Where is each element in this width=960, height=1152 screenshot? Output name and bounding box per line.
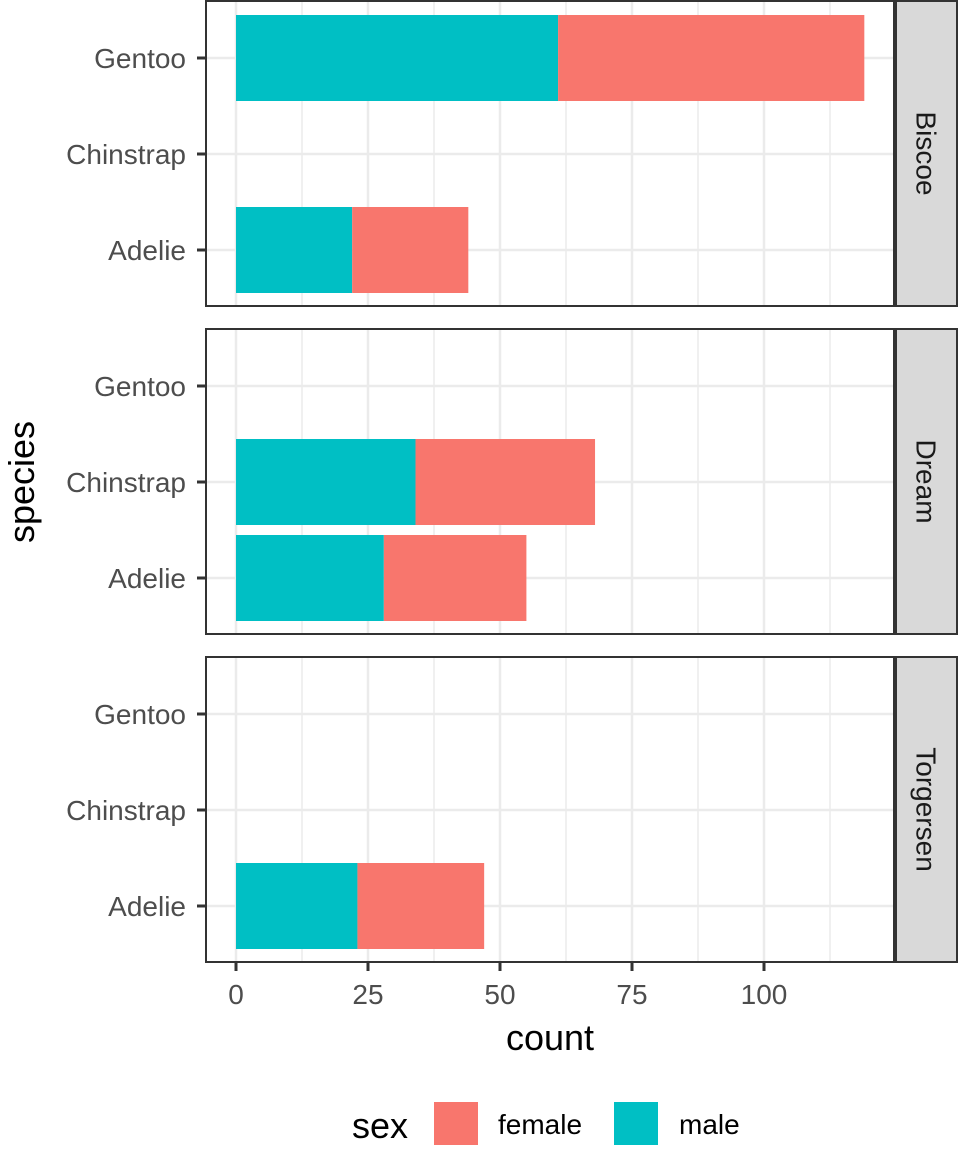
panel-border	[205, 328, 895, 635]
bar-male-biscoe-gentoo	[236, 15, 559, 101]
bar-male-dream-chinstrap	[236, 439, 416, 525]
bar-male-torgersen-adelie	[236, 863, 358, 949]
y-tick-label: Adelie	[108, 235, 186, 266]
strip-label-biscoe: Biscoe	[911, 111, 942, 195]
bar-male-biscoe-adelie	[236, 207, 353, 293]
x-axis-title: count	[506, 1017, 594, 1058]
x-tick-label: 0	[228, 979, 244, 1010]
facet-panel-dream: Gentoo Chinstrap Adelie Dream	[66, 328, 958, 635]
x-tick-label: 50	[484, 979, 515, 1010]
bar-female-torgersen-adelie	[357, 863, 485, 949]
bar-female-biscoe-adelie	[352, 207, 469, 293]
y-tick-label: Chinstrap	[66, 467, 186, 498]
y-tick-label: Chinstrap	[66, 795, 186, 826]
y-tick-label: Gentoo	[94, 699, 186, 730]
y-tick-label: Gentoo	[94, 371, 186, 402]
strip-background	[895, 0, 958, 307]
panel-border	[205, 656, 895, 963]
strip-background	[895, 328, 958, 635]
legend: sex female male	[352, 1102, 740, 1146]
y-tick-label: Adelie	[108, 891, 186, 922]
legend-title: sex	[352, 1105, 408, 1146]
y-tick-label: Chinstrap	[66, 139, 186, 170]
legend-label-female: female	[498, 1109, 582, 1140]
bar-female-dream-adelie	[383, 535, 527, 621]
strip-label-torgersen: Torgersen	[911, 747, 942, 872]
bar-female-biscoe-gentoo	[558, 15, 865, 101]
legend-label-male: male	[679, 1109, 740, 1140]
facet-panel-biscoe: Gentoo Chinstrap Adelie Biscoe	[66, 0, 958, 307]
bar-female-dream-chinstrap	[415, 439, 596, 525]
facet-panel-torgersen: Gentoo Chinstrap Adelie Torgersen	[66, 656, 958, 963]
legend-key-female	[434, 1102, 478, 1145]
x-tick-label: 75	[616, 979, 647, 1010]
y-axis-title: species	[1, 421, 42, 543]
y-tick-label: Gentoo	[94, 43, 186, 74]
strip-label-dream: Dream	[911, 439, 942, 523]
y-tick-label: Adelie	[108, 563, 186, 594]
x-tick-label: 25	[352, 979, 383, 1010]
facet-panels: Gentoo Chinstrap Adelie Biscoe Gentoo Chinstr…	[66, 0, 958, 963]
legend-key-male	[614, 1102, 658, 1145]
bar-male-dream-adelie	[236, 535, 384, 621]
x-axis: 0 25 50 75 100	[228, 962, 787, 1010]
strip-background	[895, 656, 958, 963]
x-tick-label: 100	[741, 979, 788, 1010]
panel-border	[205, 0, 895, 307]
